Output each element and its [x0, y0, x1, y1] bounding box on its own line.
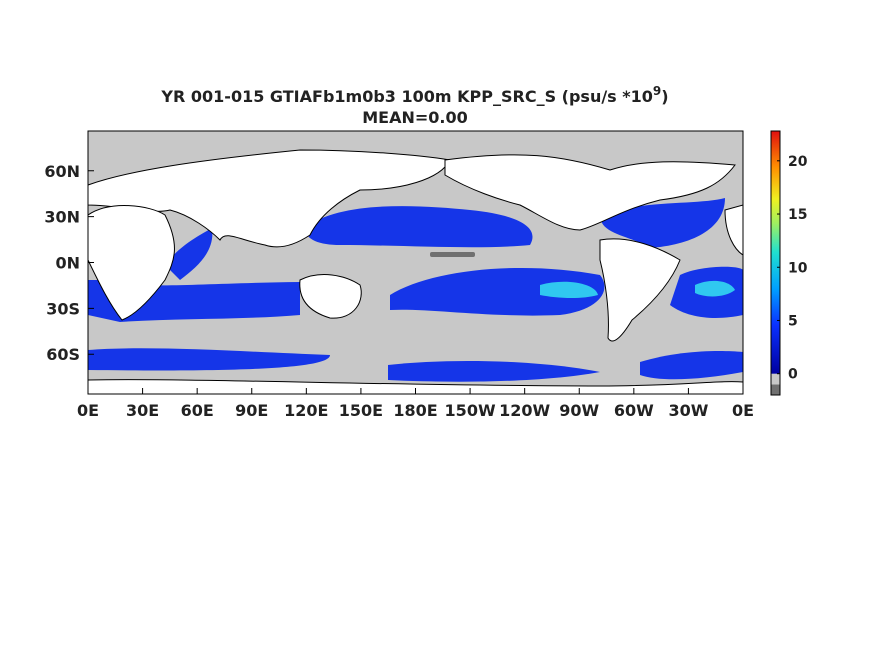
land: [87, 149, 744, 395]
y-tick-label: 0N: [55, 254, 80, 273]
title-text: YR 001-015 GTIAFb1m0b3 100m KPP_SRC_S (p…: [160, 87, 652, 106]
colorbar-frame: [770, 130, 781, 396]
colorbar-tick-label: 5: [788, 313, 798, 329]
title: YR 001-015 GTIAFb1m0b3 100m KPP_SRC_S (p…: [160, 84, 668, 106]
x-tick-label: 90E: [235, 401, 268, 420]
y-tick-label: 60S: [46, 345, 80, 364]
x-tick-label: 0E: [77, 401, 99, 420]
colorbar: 0 5 10 15 20: [770, 130, 808, 396]
x-tick-label: 90W: [559, 401, 599, 420]
x-tick-label: 60W: [614, 401, 654, 420]
x-tick-label: 0E: [732, 401, 754, 420]
y-tick-label: 30N: [44, 208, 80, 227]
y-tick-label: 60N: [44, 162, 80, 181]
x-tick-label: 120E: [284, 401, 328, 420]
field-high: [540, 280, 735, 299]
map: [87, 130, 744, 395]
colorbar-tick-label: 10: [788, 260, 808, 276]
negative-patch: [430, 252, 475, 257]
colorbar-tick-label: 15: [788, 207, 807, 223]
colorbar-tick-label: 20: [788, 154, 808, 170]
subtitle: MEAN=0.00: [362, 108, 468, 127]
colorbar-negative: [771, 384, 780, 395]
x-tick-label: 120W: [499, 401, 550, 420]
colorbar-tick-label: 0: [788, 367, 798, 383]
colorbar-positive: [771, 131, 780, 374]
x-tick-label: 150W: [445, 401, 496, 420]
title-close: ): [661, 87, 668, 106]
x-tick-label: 30E: [126, 401, 159, 420]
title-superscript: 9: [653, 84, 661, 98]
x-tick-label: 150E: [339, 401, 383, 420]
colorbar-zero: [771, 373, 780, 385]
x-tick-label: 60E: [181, 401, 214, 420]
y-tick-label: 30S: [46, 299, 80, 318]
x-tick-label: 180E: [393, 401, 437, 420]
x-tick-label: 30W: [668, 401, 708, 420]
